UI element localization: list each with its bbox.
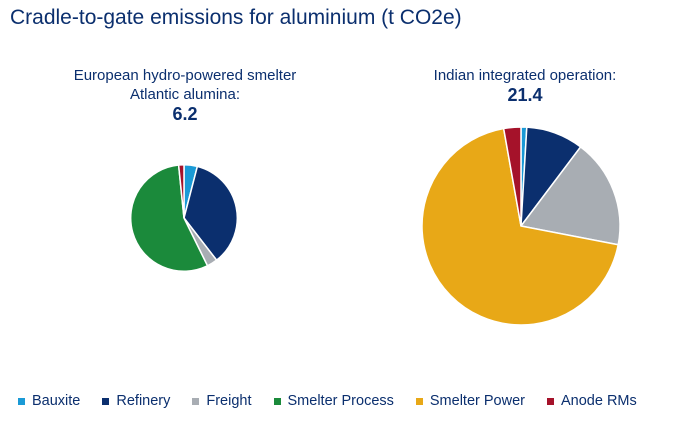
legend-label: Smelter Power <box>429 393 525 409</box>
pie-name-indian: Indian integrated operation: <box>433 67 617 84</box>
pie-slice-european-smelter-process <box>129 164 209 273</box>
pie-total-indian: 21.4 <box>507 85 543 105</box>
legend-item-freight: Freight <box>192 393 252 409</box>
pie-name-european: European hydro-powered smelter Atlantic … <box>73 67 297 103</box>
legend-label: Bauxite <box>32 393 81 409</box>
legend-swatch <box>546 397 554 405</box>
pie-label-indian: Indian integrated operation: 21.4 <box>390 66 660 105</box>
chart-title: Cradle-to-gate emissions for aluminium (… <box>10 6 462 29</box>
legend-item-refinery: Refinery <box>102 393 170 409</box>
pie-slice-indian-anode-rms <box>502 126 522 227</box>
legend-swatch <box>273 397 281 405</box>
legend: Bauxite Refinery Freight Smelter Process Sme… <box>18 393 688 409</box>
legend-label: Freight <box>206 393 252 409</box>
pie-slice-indian-freight <box>519 145 621 246</box>
legend-swatch <box>415 397 423 405</box>
legend-item-anode-rms: Anode RMs <box>546 393 637 409</box>
legend-label: Smelter Process <box>287 393 394 409</box>
legend-swatch <box>192 397 200 405</box>
pie-label-european: European hydro-powered smelter Atlantic … <box>70 66 300 124</box>
pie-slice-european-refinery <box>183 165 239 262</box>
legend-label: Anode RMs <box>560 393 637 409</box>
pie-total-european: 6.2 <box>172 104 198 124</box>
legend-swatch <box>102 397 110 405</box>
pie-slice-european-anode-rms <box>177 163 185 219</box>
legend-item-smelter-process: Smelter Process <box>273 393 394 409</box>
legend-item-bauxite: Bauxite <box>18 393 80 409</box>
legend-item-smelter-power: Smelter Power <box>415 393 525 409</box>
legend-swatch <box>18 397 25 405</box>
legend-label: Refinery <box>116 393 171 409</box>
pie-slice-indian-smelter-power <box>421 127 620 326</box>
